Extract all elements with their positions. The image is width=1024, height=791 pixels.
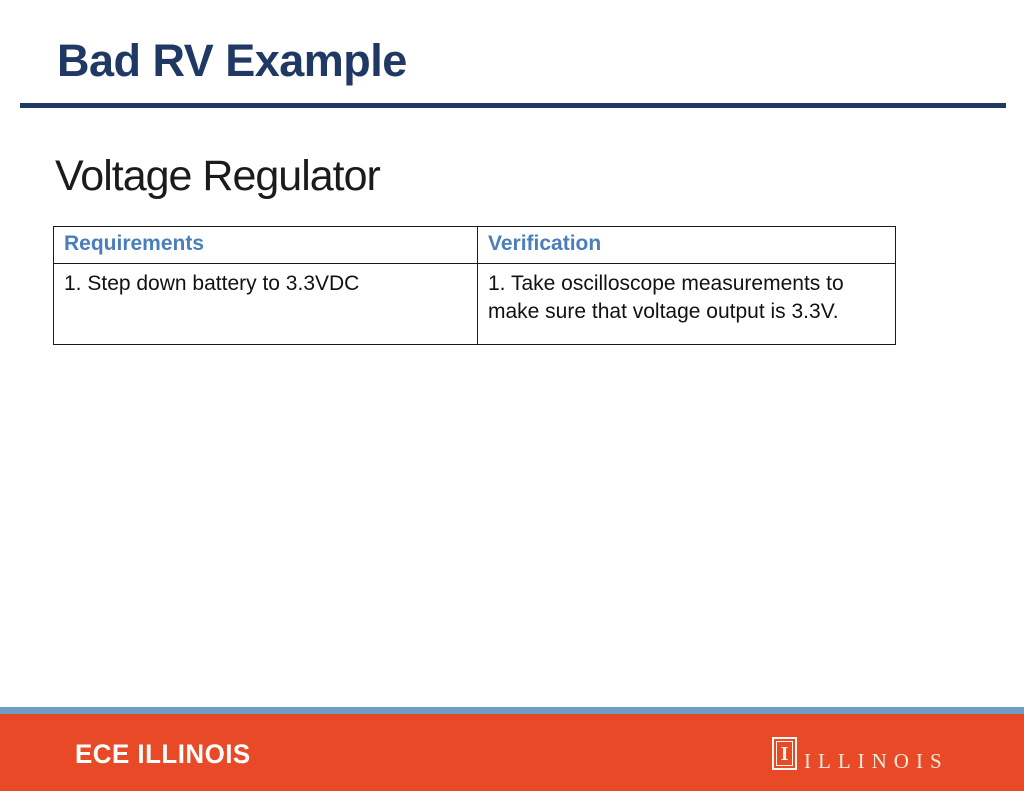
column-header-verification: Verification (477, 226, 896, 264)
title-underline-rule (20, 103, 1006, 108)
ece-illinois-wordmark: ECE ILLINOIS (75, 739, 251, 769)
column-header-requirements: Requirements (53, 226, 478, 264)
table-row: 1. Step down battery to 3.3VDC 1. Take o… (53, 263, 896, 345)
requirements-verification-table: Requirements Verification 1. Step down b… (53, 226, 896, 345)
section-heading: Voltage Regulator (55, 152, 381, 200)
verification-cell: 1. Take oscilloscope measurements to mak… (477, 263, 896, 345)
illinois-wordmark: ILLINOIS (804, 749, 949, 773)
block-i-glyph: I (776, 741, 793, 766)
requirement-cell: 1. Step down battery to 3.3VDC (53, 263, 478, 345)
block-i-logo-icon: I (772, 737, 797, 770)
footer-accent-strip (0, 707, 1024, 714)
table-header-row: Requirements Verification (53, 226, 896, 264)
footer-bar (0, 714, 1024, 791)
slide-title: Bad RV Example (57, 35, 407, 86)
